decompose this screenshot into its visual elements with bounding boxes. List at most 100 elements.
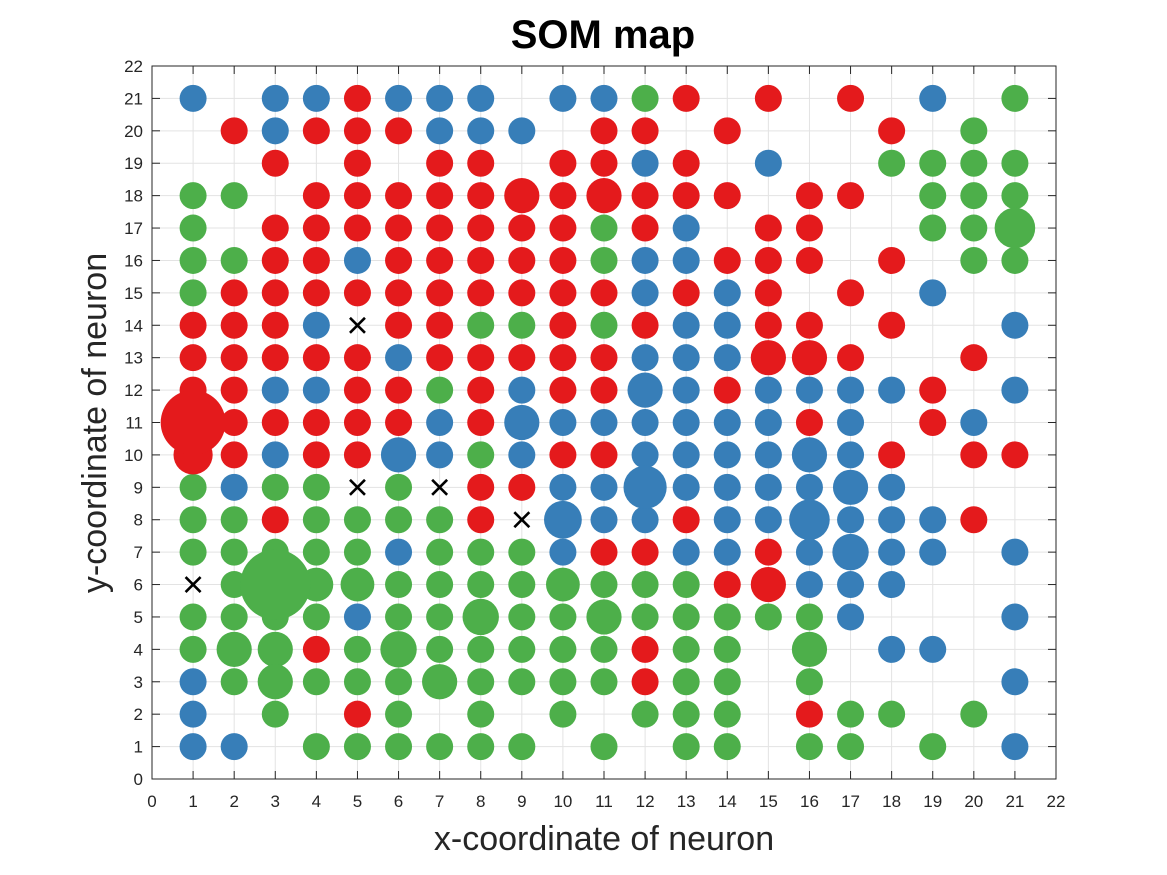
neuron-marker-green	[713, 635, 741, 663]
neuron-marker-red	[919, 409, 947, 436]
neuron-marker-blue	[380, 437, 417, 473]
neuron-marker-green	[590, 214, 618, 242]
x-tick-label: 3	[271, 792, 280, 811]
neuron-marker-red	[220, 441, 248, 469]
neuron-marker-red	[385, 182, 413, 210]
neuron-marker-green	[960, 117, 988, 145]
neuron-marker-red	[385, 214, 413, 242]
neuron-marker-blue	[1001, 376, 1029, 404]
x-tick-label: 1	[188, 792, 197, 811]
y-tick-label: 7	[134, 543, 143, 562]
neuron-marker-green	[302, 733, 330, 761]
neuron-marker-red	[343, 700, 371, 728]
neuron-marker-green	[467, 441, 495, 469]
neuron-marker-green	[343, 506, 371, 534]
neuron-marker-green	[179, 538, 207, 566]
neuron-marker-red	[795, 214, 823, 242]
neuron-marker-blue	[631, 279, 659, 307]
neuron-marker-green	[220, 246, 248, 274]
y-tick-label: 4	[134, 640, 143, 659]
neuron-marker-green	[672, 603, 700, 631]
neuron-marker-green	[385, 700, 413, 728]
neuron-marker-blue	[878, 538, 906, 566]
neuron-marker-red	[220, 376, 248, 404]
neuron-marker-red	[426, 246, 454, 274]
neuron-marker-green	[878, 700, 906, 728]
neuron-marker-blue	[508, 376, 536, 404]
neuron-marker-blue	[549, 473, 577, 501]
neuron-marker-red	[549, 311, 577, 339]
neuron-marker-red	[590, 441, 618, 469]
neuron-marker-green	[994, 207, 1036, 249]
neuron-marker-blue	[672, 376, 700, 404]
neuron-marker-red	[343, 117, 371, 145]
x-marker-stroke	[349, 478, 366, 496]
neuron-marker-red	[508, 473, 536, 501]
neuron-marker-red	[713, 246, 741, 274]
neuron-marker-red	[631, 214, 659, 242]
y-tick-label: 13	[124, 349, 143, 368]
neuron-marker-red	[343, 182, 371, 210]
neuron-marker-red	[754, 214, 782, 242]
neuron-marker-red	[586, 178, 622, 214]
neuron-marker-red	[549, 182, 577, 210]
neuron-marker-green	[340, 567, 375, 602]
neuron-marker-blue	[590, 409, 618, 436]
neuron-marker-green	[179, 635, 207, 663]
neuron-marker-blue	[261, 84, 289, 112]
neuron-marker-blue	[467, 117, 495, 145]
neuron-marker-red	[795, 409, 823, 436]
neuron-marker-blue	[795, 376, 823, 404]
neuron-marker-green	[257, 664, 293, 700]
neuron-marker-blue	[549, 84, 577, 112]
neuron-marker-green	[546, 567, 580, 602]
neuron-marker-green	[179, 182, 207, 210]
neuron-marker-green	[590, 733, 618, 761]
neuron-marker-blue	[385, 84, 413, 112]
neuron-marker-blue	[789, 499, 830, 541]
empty-neuron-x-marker	[184, 576, 202, 593]
neuron-marker-green	[426, 376, 454, 404]
neuron-marker-green	[549, 603, 577, 631]
neuron-marker-green	[919, 214, 947, 242]
y-tick-label: 18	[124, 187, 143, 206]
neuron-marker-green	[631, 603, 659, 631]
neuron-marker-green	[467, 571, 495, 599]
y-tick-label: 8	[134, 511, 143, 530]
neuron-marker-blue	[795, 538, 823, 566]
neuron-marker-green	[549, 635, 577, 663]
plot-area: 0 1 2 3 4 5 6 7 8 9 10 11 12 13 14 15 16 17 18 19 20 21 220123…	[124, 57, 1065, 811]
neuron-marker-green	[179, 246, 207, 274]
neuron-marker-green	[631, 571, 659, 599]
y-tick-label: 6	[134, 576, 143, 595]
x-marker-stroke	[349, 316, 366, 334]
neuron-marker-green	[713, 668, 741, 696]
neuron-marker-green	[960, 246, 988, 274]
neuron-marker-red	[261, 149, 289, 177]
neuron-marker-green	[590, 246, 618, 274]
neuron-marker-green	[795, 603, 823, 631]
neuron-marker-blue	[343, 603, 371, 631]
neuron-marker-red	[508, 279, 536, 307]
y-tick-label: 21	[124, 89, 143, 108]
neuron-marker-green	[631, 84, 659, 112]
neuron-marker-green	[631, 700, 659, 728]
neuron-marker-green	[426, 733, 454, 761]
x-tick-label: 19	[923, 792, 942, 811]
neuron-marker-blue	[754, 473, 782, 501]
neuron-marker-green	[467, 635, 495, 663]
neuron-marker-red	[549, 344, 577, 372]
neuron-marker-blue	[837, 506, 865, 534]
neuron-marker-green	[179, 473, 207, 501]
neuron-marker-red	[220, 279, 248, 307]
neuron-marker-blue	[878, 635, 906, 663]
neuron-marker-green	[713, 733, 741, 761]
neuron-marker-blue	[1001, 668, 1029, 696]
neuron-marker-green	[754, 603, 782, 631]
neuron-marker-red	[302, 344, 330, 372]
neuron-marker-blue	[631, 409, 659, 436]
neuron-marker-green	[343, 635, 371, 663]
x-tick-label: 9	[517, 792, 526, 811]
neuron-marker-red	[343, 214, 371, 242]
neuron-marker-red	[754, 84, 782, 112]
